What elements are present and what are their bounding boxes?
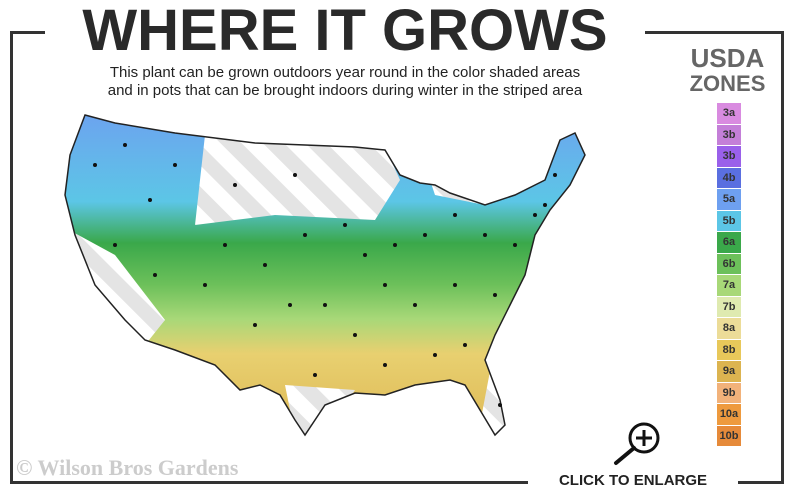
city-dot — [533, 213, 537, 217]
legend-zone-6a: 6a — [717, 232, 741, 253]
click-to-enlarge-button[interactable]: CLICK TO ENLARGE — [528, 466, 738, 494]
city-dot — [153, 273, 157, 277]
city-dot — [313, 373, 317, 377]
city-dot — [423, 233, 427, 237]
legend-zone-4b: 4b — [717, 167, 741, 188]
city-dot — [363, 253, 367, 257]
legend-zone-7a: 7a — [717, 275, 741, 296]
legend-title: USDA ZONES — [680, 45, 775, 97]
city-dot — [113, 243, 117, 247]
legend-zone-10b: 10b — [717, 425, 741, 446]
legend-zone-9a: 9a — [717, 361, 741, 382]
city-dot — [323, 303, 327, 307]
city-dot — [288, 303, 292, 307]
frame — [10, 31, 784, 484]
city-dot — [173, 163, 177, 167]
striped-area-north — [195, 135, 400, 225]
legend-zone-5a: 5a — [717, 189, 741, 210]
legend-zone-3b: 3b — [717, 146, 741, 167]
city-dot — [493, 293, 497, 297]
city-dot — [463, 343, 467, 347]
frame-top-right — [645, 31, 784, 34]
zone-legend: 3a 3b 3b 4b 5a 5b 6a 6b 7a 7b 8a 8b 9a 9b 10a 10b — [717, 103, 741, 447]
city-dot — [483, 233, 487, 237]
striped-area-texas — [285, 385, 355, 435]
legend-zone-3b: 3b — [717, 124, 741, 145]
city-dot — [383, 283, 387, 287]
city-dot — [393, 243, 397, 247]
legend-title-line-2: ZONES — [689, 71, 766, 96]
city-dot — [148, 198, 152, 202]
legend-zone-9b: 9b — [717, 382, 741, 403]
subtitle-line-1: This plant can be grown outdoors year ro… — [109, 64, 581, 81]
city-dot — [203, 283, 207, 287]
city-dot — [343, 223, 347, 227]
legend-zone-3a: 3a — [717, 103, 741, 124]
legend-zone-7b: 7b — [717, 296, 741, 317]
page-title: WHERE IT GROWS — [82, 0, 608, 63]
city-dot — [263, 263, 267, 267]
legend-zone-10a: 10a — [717, 404, 741, 425]
city-dot — [383, 363, 387, 367]
city-dot — [413, 303, 417, 307]
legend-zone-8b: 8b — [717, 339, 741, 360]
subtitle-line-2: and in pots that can be brought indoors … — [107, 82, 583, 99]
copyright: © Wilson Bros Gardens — [16, 455, 239, 480]
city-dot — [433, 353, 437, 357]
legend-zone-8a: 8a — [717, 318, 741, 339]
frame-top-left — [10, 31, 45, 34]
magnifier-plus-icon[interactable] — [610, 420, 666, 466]
subtitle: This plant can be grown outdoors year ro… — [30, 64, 660, 100]
city-dot — [453, 283, 457, 287]
city-dot — [303, 233, 307, 237]
city-dot — [353, 333, 357, 337]
legend-zone-5b: 5b — [717, 210, 741, 231]
city-dots — [93, 143, 557, 407]
city-dot — [253, 323, 257, 327]
city-dot — [543, 203, 547, 207]
city-dot — [223, 243, 227, 247]
city-dot — [233, 183, 237, 187]
city-dot — [498, 403, 502, 407]
city-dot — [513, 243, 517, 247]
city-dot — [453, 213, 457, 217]
city-dot — [123, 143, 127, 147]
us-zone-map[interactable] — [55, 105, 600, 450]
city-dot — [553, 173, 557, 177]
legend-title-line-1: USDA — [690, 43, 765, 73]
legend-zone-6b: 6b — [717, 253, 741, 274]
city-dot — [93, 163, 97, 167]
city-dot — [293, 173, 297, 177]
